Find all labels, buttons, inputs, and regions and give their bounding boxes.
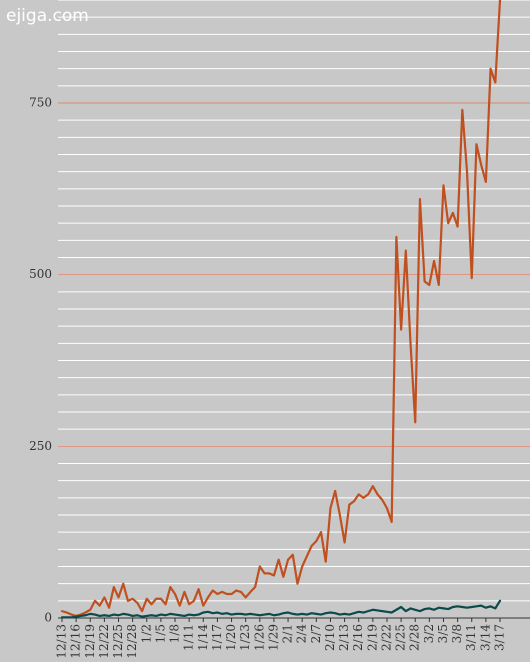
x-tick-label: 2/19 (365, 624, 379, 651)
x-tick-label: 3/14 (478, 624, 492, 651)
x-tick-label: 1/11 (182, 624, 196, 651)
x-tick-label: 3/17 (493, 624, 507, 651)
y-tick-label: 750 (29, 96, 52, 110)
x-tick-label: 2/4 (295, 624, 309, 644)
x-tick-label: 1/17 (210, 624, 224, 651)
x-tick-label: 3/11 (464, 624, 478, 651)
x-tick-label: 2/7 (309, 624, 323, 643)
x-tick-label: 2/10 (323, 624, 337, 651)
x-tick-label: 2/25 (394, 624, 408, 651)
x-tick-label: 12/25 (111, 624, 125, 659)
y-tick-label: 500 (29, 267, 52, 281)
x-tick-label: 12/19 (83, 624, 97, 659)
x-tick-label: 1/2 (139, 624, 153, 643)
x-tick-label: 3/5 (436, 624, 450, 643)
x-tick-label: 3/2 (422, 624, 436, 643)
y-tick-label: 0 (44, 611, 52, 625)
x-tick-label: 2/13 (337, 624, 351, 651)
x-tick-label: 1/5 (153, 624, 167, 643)
x-tick-label: 3/8 (450, 624, 464, 643)
watermark: ejiga.com (6, 6, 89, 26)
x-tick-label: 1/8 (168, 624, 182, 643)
x-tick-label: 12/16 (69, 624, 83, 659)
x-tick-label: 12/22 (97, 624, 111, 659)
x-tick-label: 2/22 (379, 624, 393, 651)
x-tick-label: 1/23 (238, 624, 252, 651)
series-line (60, 599, 502, 619)
x-tick-label: 2/16 (351, 624, 365, 651)
y-tick-label: 250 (29, 439, 52, 453)
x-tick-label: 12/13 (55, 624, 69, 659)
series-line (60, 0, 502, 618)
x-tick-label: 1/20 (224, 624, 238, 651)
x-tick-label: 1/26 (252, 624, 266, 651)
x-tick-label: 12/28 (125, 624, 139, 659)
x-tick-label: 1/29 (266, 624, 280, 651)
x-tick-label: 2/28 (408, 624, 422, 651)
x-tick-label: 2/1 (281, 624, 295, 643)
x-tick-label: 1/14 (196, 624, 210, 651)
